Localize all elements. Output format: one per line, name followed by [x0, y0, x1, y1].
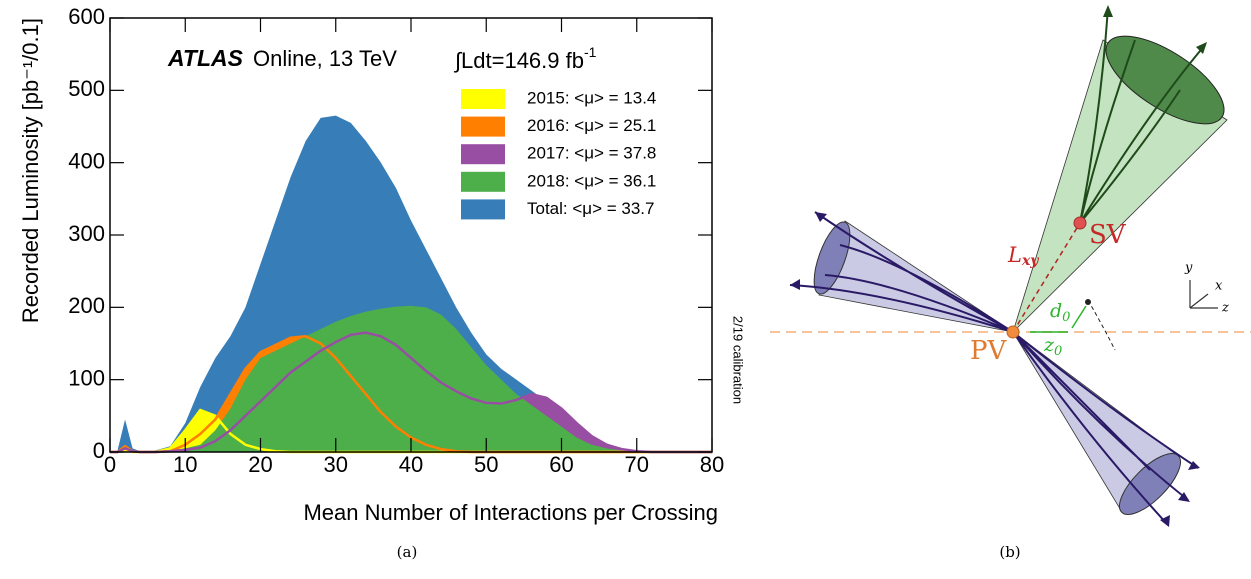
- track: [1079, 7, 1206, 224]
- x-tick-label: 30: [324, 452, 348, 477]
- vertex-diagram: SV PV Lxy d0 z0 y x z: [770, 5, 1251, 527]
- x-tick-label: 20: [248, 452, 272, 477]
- caption: (b): [999, 543, 1020, 561]
- y-tick-label: 100: [68, 365, 105, 390]
- y-tick-label: 300: [68, 221, 105, 246]
- track: [789, 211, 1014, 333]
- x-tick-label: 70: [625, 452, 649, 477]
- lxy-label: Lxy: [1007, 243, 1039, 270]
- arrow: [815, 212, 827, 222]
- side-note: 2/19 calibration: [731, 316, 746, 404]
- d0-label: d0: [1050, 300, 1070, 325]
- arrow: [1103, 5, 1113, 17]
- area-series: [110, 305, 712, 452]
- x-tick-label: 80: [700, 452, 724, 477]
- luminosity-value: ∫Ldt=146.9 fb: [453, 48, 584, 73]
- y-tick-label: 500: [68, 76, 105, 101]
- y-tick-label: 400: [68, 148, 105, 173]
- arrow: [1188, 461, 1200, 470]
- luminosity-power: -1: [584, 44, 597, 60]
- x-tick-label: 10: [173, 452, 197, 477]
- legend-swatch: [461, 144, 505, 165]
- legend-label: 2016: <μ> = 25.1: [527, 116, 656, 135]
- x-tick-label: 60: [549, 452, 573, 477]
- z0-label: z0: [1043, 334, 1062, 359]
- legend-swatch: [461, 199, 505, 220]
- experiment-label: ATLAS: [167, 45, 244, 71]
- arrow: [1160, 515, 1170, 527]
- cone-end: [1105, 35, 1225, 125]
- caption: (a): [397, 543, 418, 561]
- track-extrapolation: [1087, 299, 1116, 351]
- x-tick-label: 50: [474, 452, 498, 477]
- luminosity-chart: 0 10 20 30 40 50 60 70 80 0 100 200 300 400 500 600 Mean…: [18, 4, 746, 525]
- luminosity: ∫Ldt=146.9 fb-1: [453, 44, 597, 73]
- legend-swatch: [461, 171, 505, 192]
- x-tick-label: 40: [399, 452, 423, 477]
- legend-swatch: [461, 116, 505, 137]
- sv-point: [1073, 216, 1087, 230]
- d0-arrow: [1071, 305, 1087, 329]
- y-tick-label: 0: [93, 438, 105, 463]
- poca: [1085, 299, 1091, 305]
- axis-z-label: z: [1221, 301, 1229, 316]
- pv-point: [1006, 325, 1020, 339]
- axes-icon: y x z: [1184, 261, 1229, 316]
- legend-swatch: [461, 89, 505, 109]
- legend-label: 2018: <μ> = 36.1: [527, 171, 656, 190]
- y-tick-label: 200: [68, 293, 105, 318]
- y-tick-label: 600: [68, 4, 105, 29]
- x-tick-label: 0: [104, 452, 116, 477]
- axis-x: [1189, 293, 1209, 309]
- arrow: [1178, 492, 1190, 502]
- sv-label: SV: [1089, 220, 1127, 250]
- subtitle: Online, 13 TeV: [253, 46, 397, 71]
- legend-label: 2015: <μ> = 13.4: [527, 88, 656, 107]
- arrow: [1196, 42, 1207, 54]
- cone-end: [813, 221, 851, 295]
- legend-label: 2017: <μ> = 37.8: [527, 144, 656, 163]
- track: [1012, 331, 1199, 526]
- arrow: [790, 279, 800, 290]
- lxy-line: [1012, 222, 1081, 333]
- y-axis-label: Recorded Luminosity [pb⁻¹/0.1]: [18, 18, 43, 323]
- x-axis-label: Mean Number of Interactions per Crossing: [303, 500, 718, 525]
- legend-label: Total: <μ> = 33.7: [527, 199, 654, 218]
- axis-y-label: y: [1184, 261, 1193, 276]
- pv-label: PV: [970, 336, 1007, 366]
- axis-x-label: x: [1215, 279, 1223, 294]
